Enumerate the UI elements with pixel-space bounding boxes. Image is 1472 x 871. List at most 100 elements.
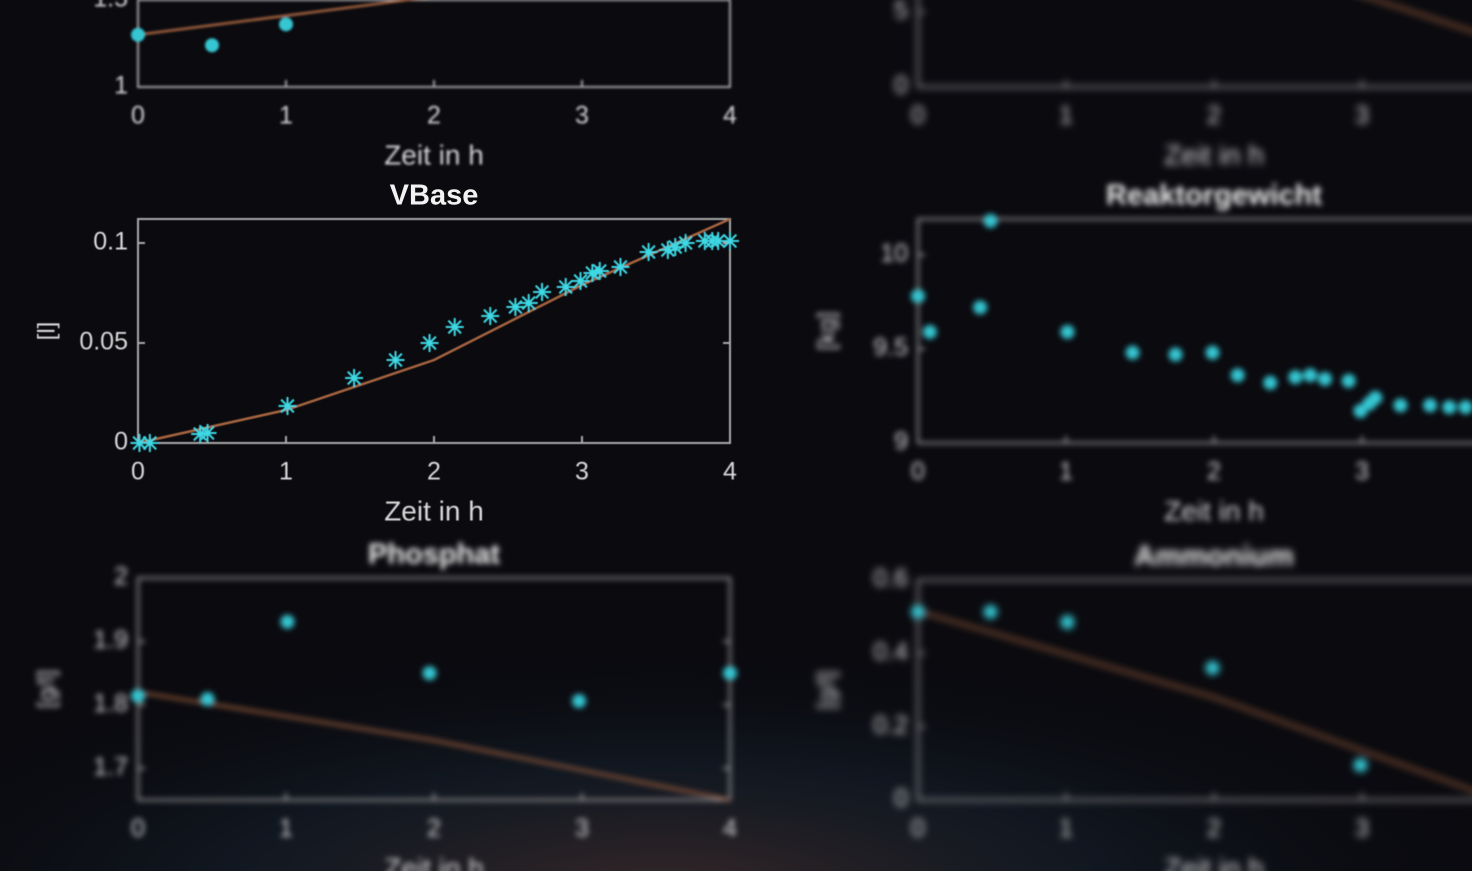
y-tick-label: 0.6	[873, 565, 908, 593]
plot-area	[911, 604, 1472, 792]
chart-title-group: VBase	[390, 180, 479, 212]
x-tick-label: 3	[575, 458, 589, 486]
x-tick-label: 4	[723, 102, 737, 130]
data-point	[481, 307, 500, 325]
data-point	[345, 369, 364, 387]
y-tick-label: 9	[894, 428, 908, 456]
data-point	[420, 334, 439, 352]
data-point	[198, 424, 217, 442]
y-tick-label: 0.4	[873, 638, 908, 666]
data-point	[590, 262, 609, 280]
data-point	[572, 694, 587, 709]
x-axis-label: Zeit in h	[1164, 852, 1264, 871]
data-point	[1060, 324, 1075, 339]
fit-line	[1371, 0, 1472, 33]
x-tick-label: 3	[575, 815, 589, 843]
x-axis-label: Zeit in h	[384, 139, 484, 170]
data-point	[445, 318, 464, 336]
fit-line	[137, 0, 417, 37]
chart-title: VBase	[390, 180, 479, 212]
data-point	[280, 614, 295, 629]
data-point	[973, 300, 988, 315]
data-point	[1393, 398, 1408, 413]
chart-title: Reaktorgewicht	[1106, 180, 1322, 212]
y-tick-label: 1.7	[93, 753, 128, 781]
data-point	[1442, 400, 1457, 415]
y-tick-label: 9.5	[873, 333, 908, 361]
y-axis-label: [g/l]	[33, 670, 60, 709]
plot-area	[1371, 0, 1472, 33]
x-tick-label: 0	[131, 458, 145, 486]
y-axis-label: [l]	[33, 322, 60, 341]
x-tick-label: 1	[279, 102, 293, 130]
y-tick-label: 0.1	[93, 228, 128, 256]
data-point	[131, 688, 145, 703]
chart-title: Phosphat	[368, 539, 500, 571]
data-point	[422, 666, 437, 681]
x-tick-label: 3	[1355, 815, 1369, 843]
x-tick-label: 0	[131, 102, 145, 130]
y-axis-label: [g/l]	[813, 671, 840, 710]
x-axis-label: Zeit in h	[1164, 139, 1264, 170]
y-tick-label: 1.9	[93, 626, 128, 654]
data-point	[721, 232, 739, 250]
data-point	[1288, 370, 1303, 385]
data-point	[519, 294, 538, 312]
data-point	[1423, 398, 1438, 413]
data-point	[1125, 345, 1140, 360]
y-tick-label: 2	[114, 563, 128, 591]
x-tick-label: 1	[1059, 102, 1073, 130]
chart-title: Ammonium	[1134, 541, 1294, 573]
y-tick-label: 10	[880, 239, 908, 267]
data-point	[571, 272, 590, 290]
x-tick-label: 4	[723, 458, 737, 486]
x-tick-label: 4	[723, 815, 737, 843]
x-tick-label: 0	[911, 815, 925, 843]
plot-area	[911, 213, 1472, 418]
data-point	[200, 692, 215, 707]
data-point	[506, 298, 525, 316]
data-point	[1368, 390, 1383, 405]
x-tick-label: 0	[131, 815, 145, 843]
data-point	[1230, 368, 1245, 383]
data-point	[1458, 400, 1472, 415]
data-point	[911, 604, 925, 619]
data-point	[1263, 375, 1278, 390]
x-tick-label: 0	[911, 102, 925, 130]
x-axis-label: Zeit in h	[384, 495, 484, 526]
data-point	[676, 234, 695, 252]
y-tick-label: 0	[894, 785, 908, 813]
data-point	[130, 434, 149, 452]
data-point	[1318, 372, 1332, 386]
x-tick-label: 2	[427, 102, 441, 130]
data-point	[205, 38, 219, 53]
x-tick-label: 2	[1207, 102, 1221, 130]
x-tick-label: 1	[1059, 815, 1073, 843]
data-point	[1303, 368, 1318, 383]
data-point	[666, 238, 685, 256]
chart-panel: 0 1 2 3 4 0 0.05 0.1 Zeit in h [l]	[33, 217, 739, 526]
data-point	[983, 604, 998, 619]
data-point	[583, 264, 602, 282]
data-point	[278, 397, 297, 415]
data-point	[1341, 373, 1356, 388]
x-axis-label: Zeit in h	[384, 852, 484, 871]
x-axis-label: Zeit in h	[1164, 495, 1264, 526]
data-point	[140, 434, 159, 452]
chart-panel: 012340510Zeit in h	[894, 0, 1472, 170]
data-point	[911, 289, 925, 304]
data-point	[709, 232, 728, 250]
data-point	[386, 351, 405, 369]
plot-area	[131, 0, 417, 53]
x-tick-label: 2	[427, 458, 441, 486]
plot-area	[130, 217, 739, 452]
y-axis-label: [kg]	[813, 312, 840, 351]
x-tick-label: 1	[1059, 458, 1073, 486]
data-point	[1353, 758, 1368, 773]
x-tick-label: 2	[1207, 458, 1221, 486]
data-point	[723, 666, 737, 681]
